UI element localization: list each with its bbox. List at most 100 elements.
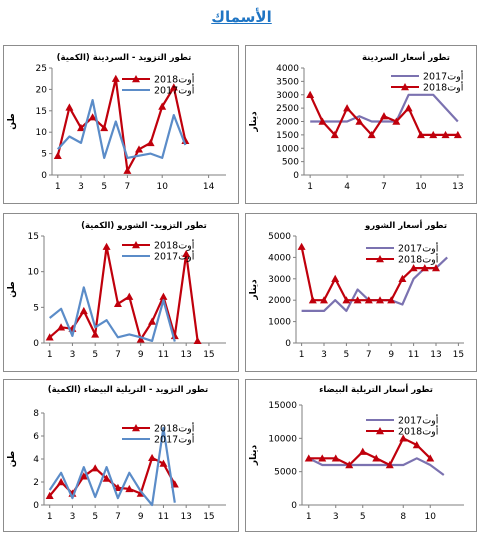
sardine-supply-legend-label: أوت2017 <box>154 84 195 97</box>
sardine-supply-svg: تطور التزويد - السردينة (الكمية)05101520… <box>7 53 226 192</box>
bream-price-x-tick-label: 8 <box>400 512 406 522</box>
shorou-supply-y-tick-label: 10 <box>28 268 40 278</box>
sardine-supply-data-point <box>53 151 62 159</box>
shorou-price-chart: تطور أسعار الشورو 0 1000 2000 3000 4000 5000 1 3… <box>245 213 477 372</box>
shorou-supply-data-point <box>148 317 157 325</box>
sardine-price-y-tick-label: 2000 <box>276 118 299 128</box>
bream-price-legend-label: أوت2017 <box>398 414 439 427</box>
sardine-supply-x-tick-label: 3 <box>78 182 84 192</box>
sardine-supply-y-tick-label: 10 <box>36 128 48 138</box>
sardine-price-data-point <box>355 117 364 125</box>
bream-supply-data-point <box>57 478 66 486</box>
shorou-price-y-tick-label: 4000 <box>268 253 291 263</box>
bream-price-x-tick-label: 3 <box>333 512 339 522</box>
bream-price-data-point <box>318 454 327 462</box>
shorou-price-x-tick-label: 15 <box>453 350 464 360</box>
bream-supply-x-tick-label: 1 <box>47 512 53 522</box>
sardine-supply-y-tick-label: 5 <box>41 150 47 160</box>
shorou-price-data-point <box>409 264 418 272</box>
shorou-supply-data-point <box>159 292 168 300</box>
shorou-price-x-tick-label: 1 <box>299 350 305 360</box>
shorou-price-y-tick-label: 2000 <box>268 296 291 306</box>
bream-supply-x-tick-label: 11 <box>158 512 169 522</box>
bream-price-legend-label: أوت2018 <box>398 425 439 438</box>
sardine-supply-series-line <box>56 99 187 159</box>
bream-supply-x-tick-label: 5 <box>92 512 98 522</box>
shorou-supply-title: تطور التزويد- الشورو (الكمية) <box>81 221 207 231</box>
bream-supply-x-tick-label: 9 <box>138 512 144 522</box>
sardine-supply-data-point <box>158 102 167 110</box>
shorou-supply-x-tick-label: 5 <box>92 350 98 360</box>
sardine-price-data-point <box>306 90 315 98</box>
bream-supply-data-point <box>45 491 54 499</box>
bream-supply-data-point <box>113 483 122 491</box>
shorou-supply-series-line <box>49 286 176 342</box>
bream-supply-svg: تطور التزويد - التريلية البيضاء (الكمية)… <box>7 385 226 522</box>
bream-price-x-tick-label: 10 <box>425 512 437 522</box>
shorou-price-x-tick-label: 13 <box>430 350 441 360</box>
shorou-supply-x-tick-label: 13 <box>180 350 191 360</box>
bream-supply-y-tick-label: 8 <box>33 409 39 419</box>
sardine-price-data-point <box>330 130 339 139</box>
sardine-price-legend-label: أوت2017 <box>423 70 464 83</box>
sardine-price-series-1 <box>306 90 462 139</box>
sardine-price-y-tick-label: 1500 <box>276 131 299 141</box>
shorou-price-y-tick-label: 3000 <box>268 275 291 285</box>
sardine-supply-data-point <box>135 145 143 153</box>
bream-price-series-line <box>308 457 445 476</box>
shorou-supply-data-point <box>45 333 54 341</box>
shorou-supply-y-tick-label: 15 <box>28 232 39 242</box>
bream-supply-chart: تطور التزويد - التريلية البيضاء (الكمية)… <box>3 379 239 532</box>
shorou-supply-data-point <box>79 306 88 315</box>
bream-price-y-tick-label: 10000 <box>268 434 297 444</box>
sardine-price-y-tick-label: 1000 <box>276 144 299 154</box>
sardine-supply-data-point <box>169 83 178 91</box>
sardine-price-data-point <box>453 130 462 139</box>
sardine-price-data-point <box>429 130 438 139</box>
sardine-supply-x-tick-label: 10 <box>156 182 168 192</box>
bream-supply-x-tick-label: 3 <box>70 512 76 522</box>
shorou-supply-chart: تطور التزويد- الشورو (الكمية) 0 5 10 15 1 3 5 7 9… <box>3 213 239 372</box>
shorou-supply-legend-label: أوت2017 <box>154 250 195 263</box>
sardine-price-y-axis-label: دينار <box>249 111 259 133</box>
shorou-price-y-tick-label: 0 <box>285 339 291 349</box>
bream-supply-x-tick-label: 7 <box>115 512 121 522</box>
shorou-supply-data-point <box>193 336 202 345</box>
bream-price-series-1 <box>304 434 435 469</box>
sardine-supply-chart: تطور التزويد - السردينة (الكمية) 0 5 10 15 20… <box>3 45 239 204</box>
shorou-supply-legend-marker <box>132 241 140 249</box>
sardine-supply-x-tick-label: 14 <box>203 182 215 192</box>
sardine-supply-data-point <box>111 74 120 82</box>
bream-price-series-line <box>308 437 432 467</box>
sardine-price-y-tick-label: 4000 <box>276 64 299 74</box>
sardine-supply-data-point <box>65 103 74 111</box>
shorou-supply-data-point <box>136 335 145 343</box>
shorou-price-title: تطور أسعار الشورو <box>364 219 447 231</box>
sardine-price-data-point <box>318 117 327 125</box>
shorou-price-data-point <box>432 264 440 272</box>
bream-supply-y-tick-label: 6 <box>33 432 39 442</box>
shorou-price-data-point <box>297 242 306 250</box>
sardine-supply-data-point <box>100 123 109 132</box>
shorou-price-y-tick-label: 1000 <box>268 318 291 328</box>
sardine-supply-legend-marker <box>132 75 140 83</box>
sardine-price-x-tick-label: 10 <box>415 182 427 192</box>
sardine-price-series-0 <box>310 93 459 123</box>
bream-supply-x-tick-label: 13 <box>180 512 191 522</box>
shorou-supply-data-point <box>113 299 122 307</box>
bream-price-y-tick-label: 0 <box>291 501 297 511</box>
shorou-price-x-tick-label: 9 <box>388 350 394 360</box>
sardine-supply-series-1 <box>56 99 187 159</box>
bream-supply-legend-label: أوت2017 <box>154 433 195 446</box>
bream-supply-series-1 <box>48 426 176 507</box>
shorou-price-data-point <box>342 296 351 304</box>
sardine-price-x-tick-label: 7 <box>381 182 387 192</box>
bream-supply-y-tick-label: 2 <box>33 478 39 488</box>
shorou-price-x-tick-label: 5 <box>344 350 350 360</box>
bream-supply-data-point <box>102 474 111 482</box>
shorou-price-y-tick-label: 5000 <box>268 232 291 242</box>
